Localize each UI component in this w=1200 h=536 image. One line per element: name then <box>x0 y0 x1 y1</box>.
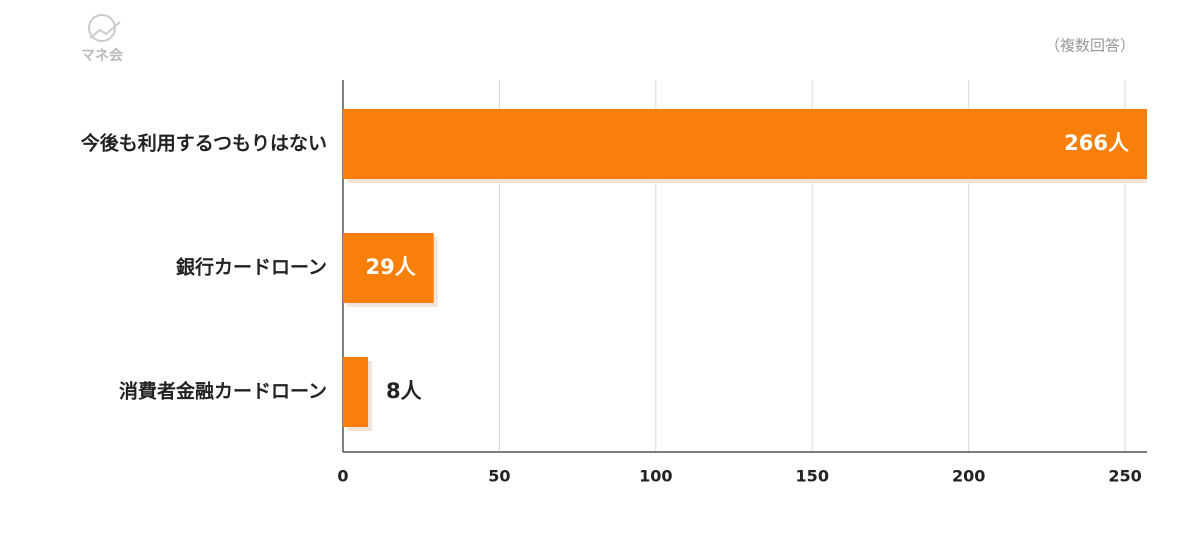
x-tick-label: 200 <box>952 467 985 486</box>
bar <box>343 109 1147 179</box>
x-tick-label: 0 <box>337 467 348 486</box>
logo-icon <box>88 14 121 42</box>
value-label: 29人 <box>365 255 415 279</box>
y-tick-label: 銀行カードローン <box>176 256 327 279</box>
value-label: 8人 <box>386 379 422 403</box>
x-tick-label: 150 <box>796 467 829 486</box>
bar <box>343 233 434 303</box>
y-tick-label: 今後も利用するつもりはない <box>80 132 327 155</box>
x-tick-label: 250 <box>1108 467 1141 486</box>
x-tick-label: 100 <box>639 467 672 486</box>
x-tick-label: 50 <box>488 467 510 486</box>
value-label: 266人 <box>1064 131 1129 155</box>
y-tick-label: 消費者金融カードローン <box>119 380 327 403</box>
logo-text: マネ会 <box>81 47 124 64</box>
note: （複数回答） <box>1045 37 1135 55</box>
bar <box>343 357 369 427</box>
